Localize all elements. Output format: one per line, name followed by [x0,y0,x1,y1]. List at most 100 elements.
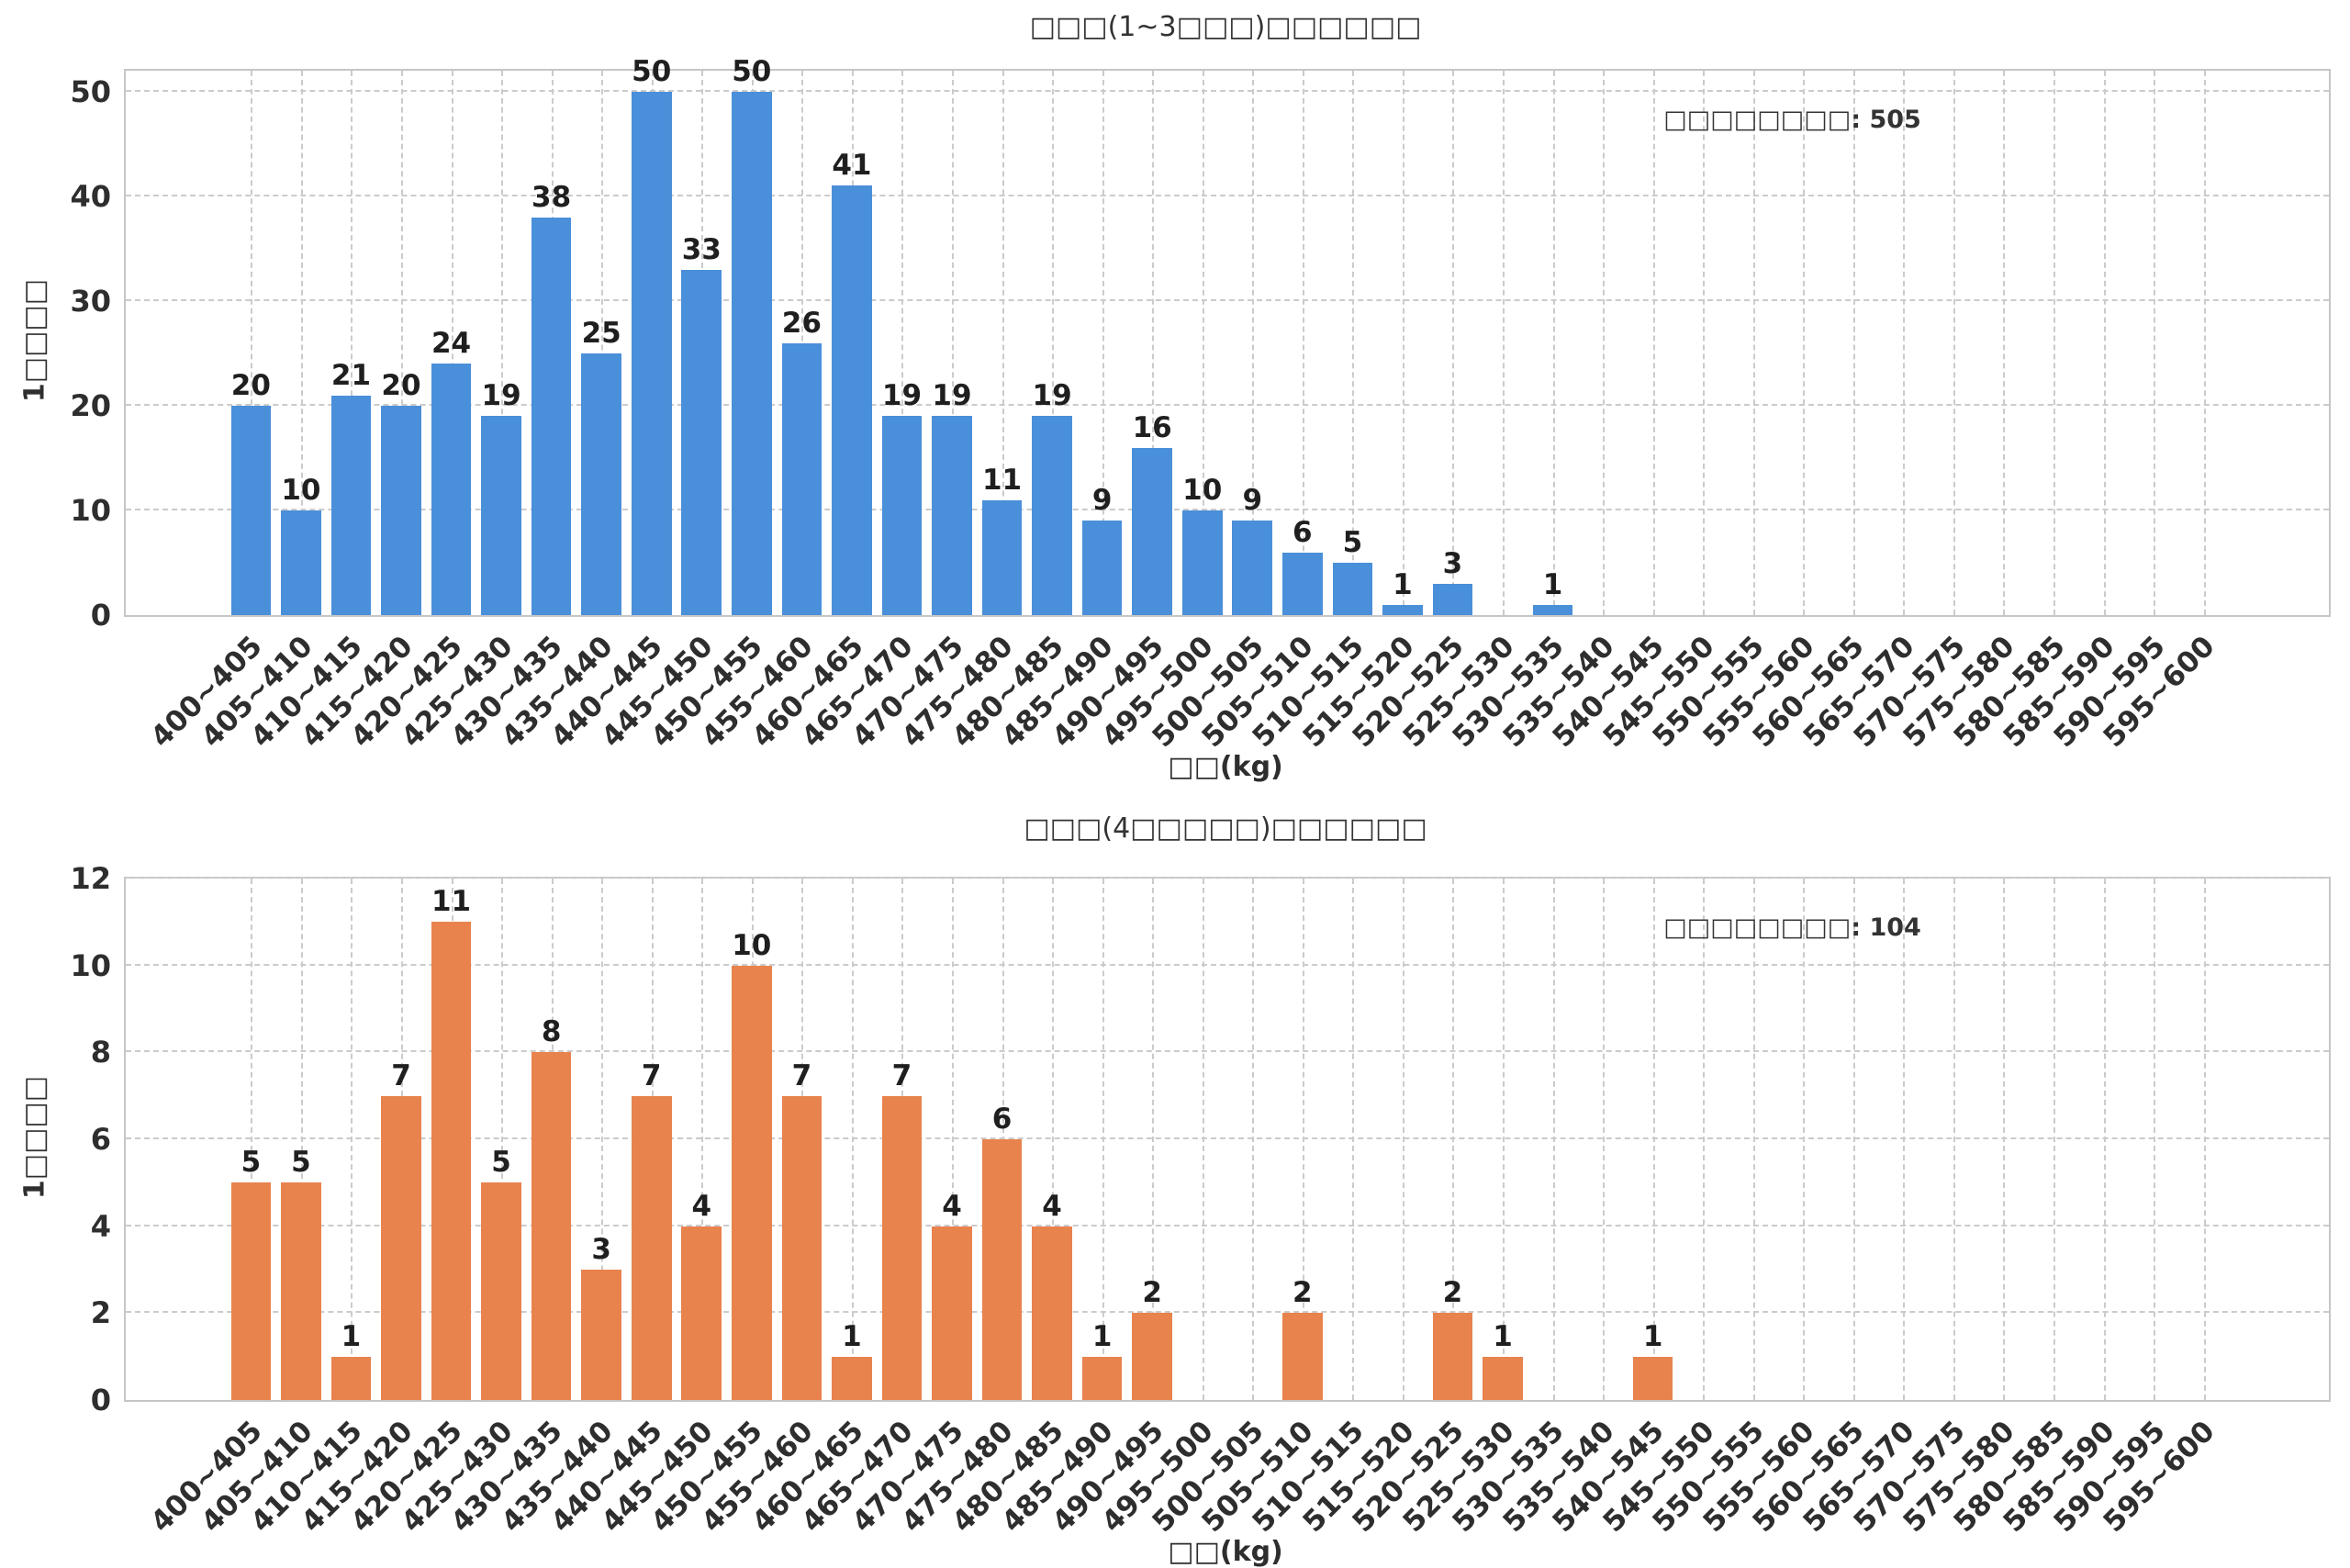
bar-value-label: 2 [1292,1276,1313,1310]
gridline-vertical [2103,71,2106,615]
gridline-vertical [1503,71,1505,615]
histogram-bar [1232,521,1273,615]
gridline-vertical [1352,879,1355,1400]
gridline-vertical [1703,71,1706,615]
gridline-horizontal [126,1137,2329,1139]
bar-value-label: 11 [981,463,1023,497]
histogram-bar [481,416,521,615]
bar-value-label: 50 [632,54,672,88]
histogram-bar [832,1356,872,1400]
gridline-vertical [1752,71,1755,615]
gridline-horizontal [126,298,2329,301]
gridline-vertical [251,71,253,615]
histogram-bar [431,364,472,615]
gridline-vertical [1102,71,1104,615]
bar-value-label: 5 [1342,525,1363,559]
gridline-vertical [1252,879,1255,1400]
gridline-vertical [1703,879,1706,1400]
bar-value-label: 20 [230,368,271,402]
histogram-bar [1081,521,1123,615]
plot-area: □□□□□□□□: 104 0 2 4 6 8 10 12 400~405 5 405~410 5 4… [70,864,2331,1539]
bar-value-label: 4 [1042,1189,1062,1223]
gridline-horizontal [126,963,2329,966]
gridline-vertical [1052,879,1055,1400]
histogram-bar [1032,416,1072,615]
histogram-bar [681,1226,722,1400]
bar-value-label: 1 [1542,567,1563,601]
histogram-bar [932,416,972,615]
gridline-vertical [451,71,453,615]
gridline-horizontal [126,1224,2329,1226]
bar-value-label: 24 [431,327,472,361]
gridline-vertical [501,71,504,615]
bar-value-label: 21 [330,358,372,392]
histogram-bar [381,1095,421,1400]
gridline-vertical [1603,71,1606,615]
gridline-vertical [2053,879,2055,1400]
bar-value-label: 1 [1091,1319,1113,1353]
gridline-vertical [2203,879,2206,1400]
gridline-vertical [701,879,704,1400]
gridline-vertical [300,879,303,1400]
gridline-vertical [1503,879,1505,1400]
gridline-vertical [2154,879,2156,1400]
chart-title: □□□(1~3□□□)□□□□□□ [1029,11,1422,43]
histogram-bar [1432,1313,1473,1400]
gridline-vertical [1852,71,1855,615]
gridline-vertical [2003,71,2006,615]
bar-value-label: 41 [832,149,872,183]
histogram-bar [631,91,672,615]
histogram-bar [381,405,421,615]
histogram-bar [281,1182,321,1400]
plot-area: □□□□□□□□: 505 0 10 20 30 40 50 400~405 20 405~41… [70,57,2331,754]
histogram-bar [1483,1356,1523,1400]
gridline-vertical [1202,71,1204,615]
gridline-vertical [1202,879,1204,1400]
total-count-annotation: □□□□□□□□: 104 [1663,913,1921,942]
bar-value-label: 1 [341,1319,362,1353]
gridline-vertical [351,879,353,1400]
gridline-vertical [1803,71,1806,615]
gridline-vertical [1002,71,1004,615]
histogram-bar [681,269,722,615]
bar-value-label: 8 [541,1015,562,1049]
gridline-vertical [952,71,954,615]
histogram-bar [981,1139,1023,1400]
gridline-vertical [1852,879,1855,1400]
bar-value-label: 19 [881,379,923,413]
bar-value-label: 5 [491,1146,511,1180]
gridline-vertical [1452,71,1455,615]
gridline-vertical [1953,879,1955,1400]
x-axis-label: □□(kg) [1168,1536,1283,1568]
histogram-bar [1132,1313,1172,1400]
histogram-bar [881,416,923,615]
histogram-bar [732,965,772,1400]
gridline-vertical [851,879,854,1400]
histogram-bar [881,1095,923,1400]
gridline-vertical [1803,879,1806,1400]
bar-value-label: 25 [581,316,621,350]
gridline-vertical [601,71,604,615]
bar-value-label: 7 [891,1058,912,1092]
histogram-bar [1432,583,1473,615]
bar-value-label: 10 [1182,473,1223,507]
histogram-bar [330,1356,372,1400]
bar-value-label: 1 [1642,1319,1663,1353]
gridline-vertical [1903,71,1906,615]
histogram-bar [781,342,822,615]
bar-value-label: 6 [991,1103,1013,1136]
gridline-horizontal [126,877,2329,879]
gridline-vertical [1052,71,1055,615]
histogram-bar [781,1095,822,1400]
histogram-bar [732,91,772,615]
histogram-bar [431,922,472,1400]
bar-value-label: 1 [842,1319,862,1353]
histogram-bar [330,395,372,615]
bar-value-label: 3 [591,1233,611,1266]
gridline-vertical [1302,879,1304,1400]
gridline-vertical [601,879,604,1400]
gridline-horizontal [126,89,2329,92]
histogram-bar [531,1052,572,1400]
gridline-vertical [1652,71,1655,615]
